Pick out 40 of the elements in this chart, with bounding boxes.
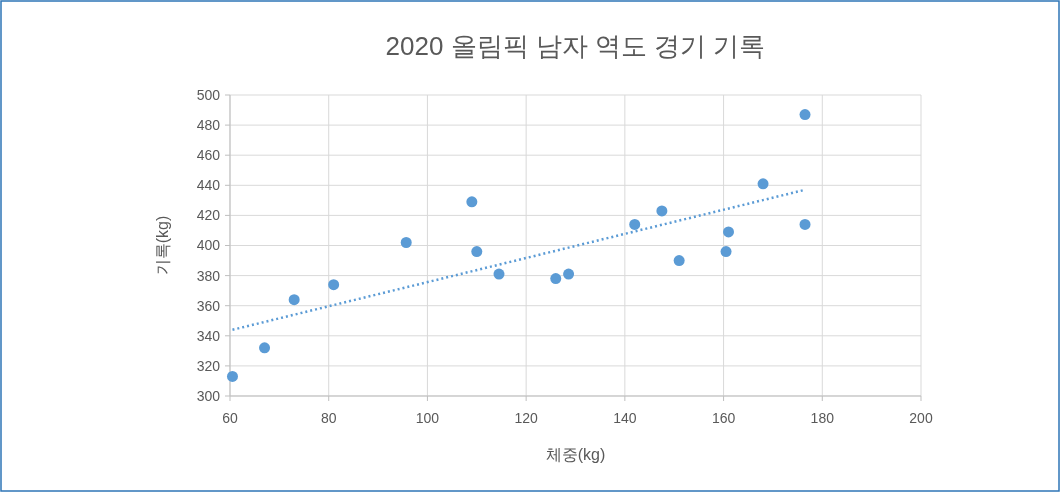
point: [288, 294, 300, 306]
x-tick-label: 140: [613, 410, 637, 426]
y-tick-label: 340: [196, 327, 221, 344]
y-tick-label: 420: [196, 207, 221, 224]
point: [400, 236, 412, 248]
point: [259, 342, 271, 354]
x-tick-label: 100: [415, 410, 440, 426]
y-tick-label: 380: [196, 267, 221, 284]
y-tick-label: 500: [196, 86, 221, 103]
point: [550, 273, 562, 285]
y-tick-label: 440: [196, 177, 221, 194]
y-tick-label: 480: [196, 117, 221, 133]
x-tick-label: 120: [514, 410, 539, 426]
point: [673, 255, 685, 267]
point: [723, 226, 735, 238]
point: [226, 370, 238, 382]
point: [799, 218, 811, 230]
y-tick-label: 400: [196, 237, 221, 254]
point: [799, 109, 811, 121]
point: [466, 196, 478, 208]
point: [629, 218, 641, 230]
x-tick-label: 80: [320, 410, 337, 426]
chart-title: 2020 올림픽 남자 역도 경기 기록: [385, 31, 766, 61]
x-tick-label: 180: [810, 410, 835, 426]
x-tick-label: 200: [909, 410, 933, 426]
y-tick-label: 360: [196, 297, 221, 314]
y-tick-label: 320: [196, 357, 221, 374]
x-axis-title: 체중(kg): [545, 446, 606, 463]
y-tick-label: 300: [196, 387, 221, 404]
point: [328, 279, 340, 291]
point: [656, 205, 668, 217]
x-tick-label: 160: [711, 410, 736, 426]
y-axis-title: 기록(kg): [154, 215, 171, 276]
point: [563, 268, 575, 280]
y-tick-label: 460: [196, 147, 221, 164]
point: [493, 268, 505, 280]
x-tick-label: 60: [222, 410, 238, 426]
point: [720, 246, 732, 258]
point: [471, 246, 483, 258]
point: [757, 178, 769, 190]
